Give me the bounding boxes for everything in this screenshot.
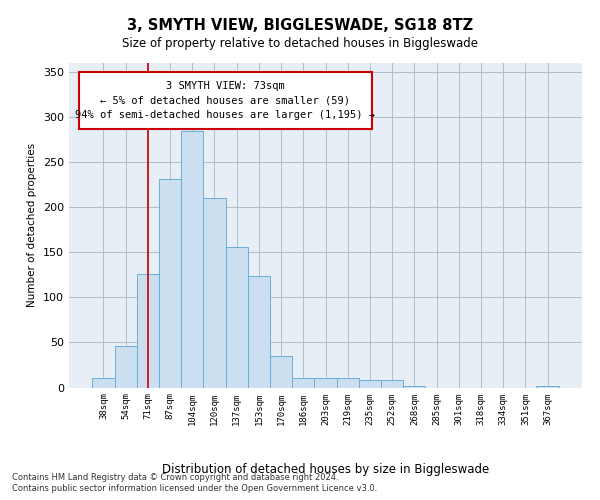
Bar <box>115 346 137 388</box>
Bar <box>248 276 270 388</box>
Bar <box>181 131 203 388</box>
Bar <box>226 246 248 388</box>
Bar <box>92 378 115 388</box>
Bar <box>359 380 381 388</box>
Text: 3 SMYTH VIEW: 73sqm: 3 SMYTH VIEW: 73sqm <box>166 81 285 91</box>
Y-axis label: Number of detached properties: Number of detached properties <box>28 143 37 307</box>
Text: Size of property relative to detached houses in Biggleswade: Size of property relative to detached ho… <box>122 38 478 51</box>
Bar <box>159 179 181 388</box>
Bar <box>203 198 226 388</box>
Bar <box>270 356 292 388</box>
X-axis label: Distribution of detached houses by size in Biggleswade: Distribution of detached houses by size … <box>162 464 489 476</box>
Text: 3, SMYTH VIEW, BIGGLESWADE, SG18 8TZ: 3, SMYTH VIEW, BIGGLESWADE, SG18 8TZ <box>127 18 473 32</box>
FancyBboxPatch shape <box>79 72 371 129</box>
Bar <box>381 380 403 388</box>
Bar <box>292 378 314 388</box>
Bar <box>337 378 359 388</box>
Text: ← 5% of detached houses are smaller (59): ← 5% of detached houses are smaller (59) <box>100 96 350 106</box>
Bar <box>314 378 337 388</box>
Bar <box>137 274 159 388</box>
Text: Contains HM Land Registry data © Crown copyright and database right 2024.: Contains HM Land Registry data © Crown c… <box>12 473 338 482</box>
Text: 94% of semi-detached houses are larger (1,195) →: 94% of semi-detached houses are larger (… <box>76 110 376 120</box>
Bar <box>403 386 425 388</box>
Bar <box>536 386 559 388</box>
Text: Contains public sector information licensed under the Open Government Licence v3: Contains public sector information licen… <box>12 484 377 493</box>
